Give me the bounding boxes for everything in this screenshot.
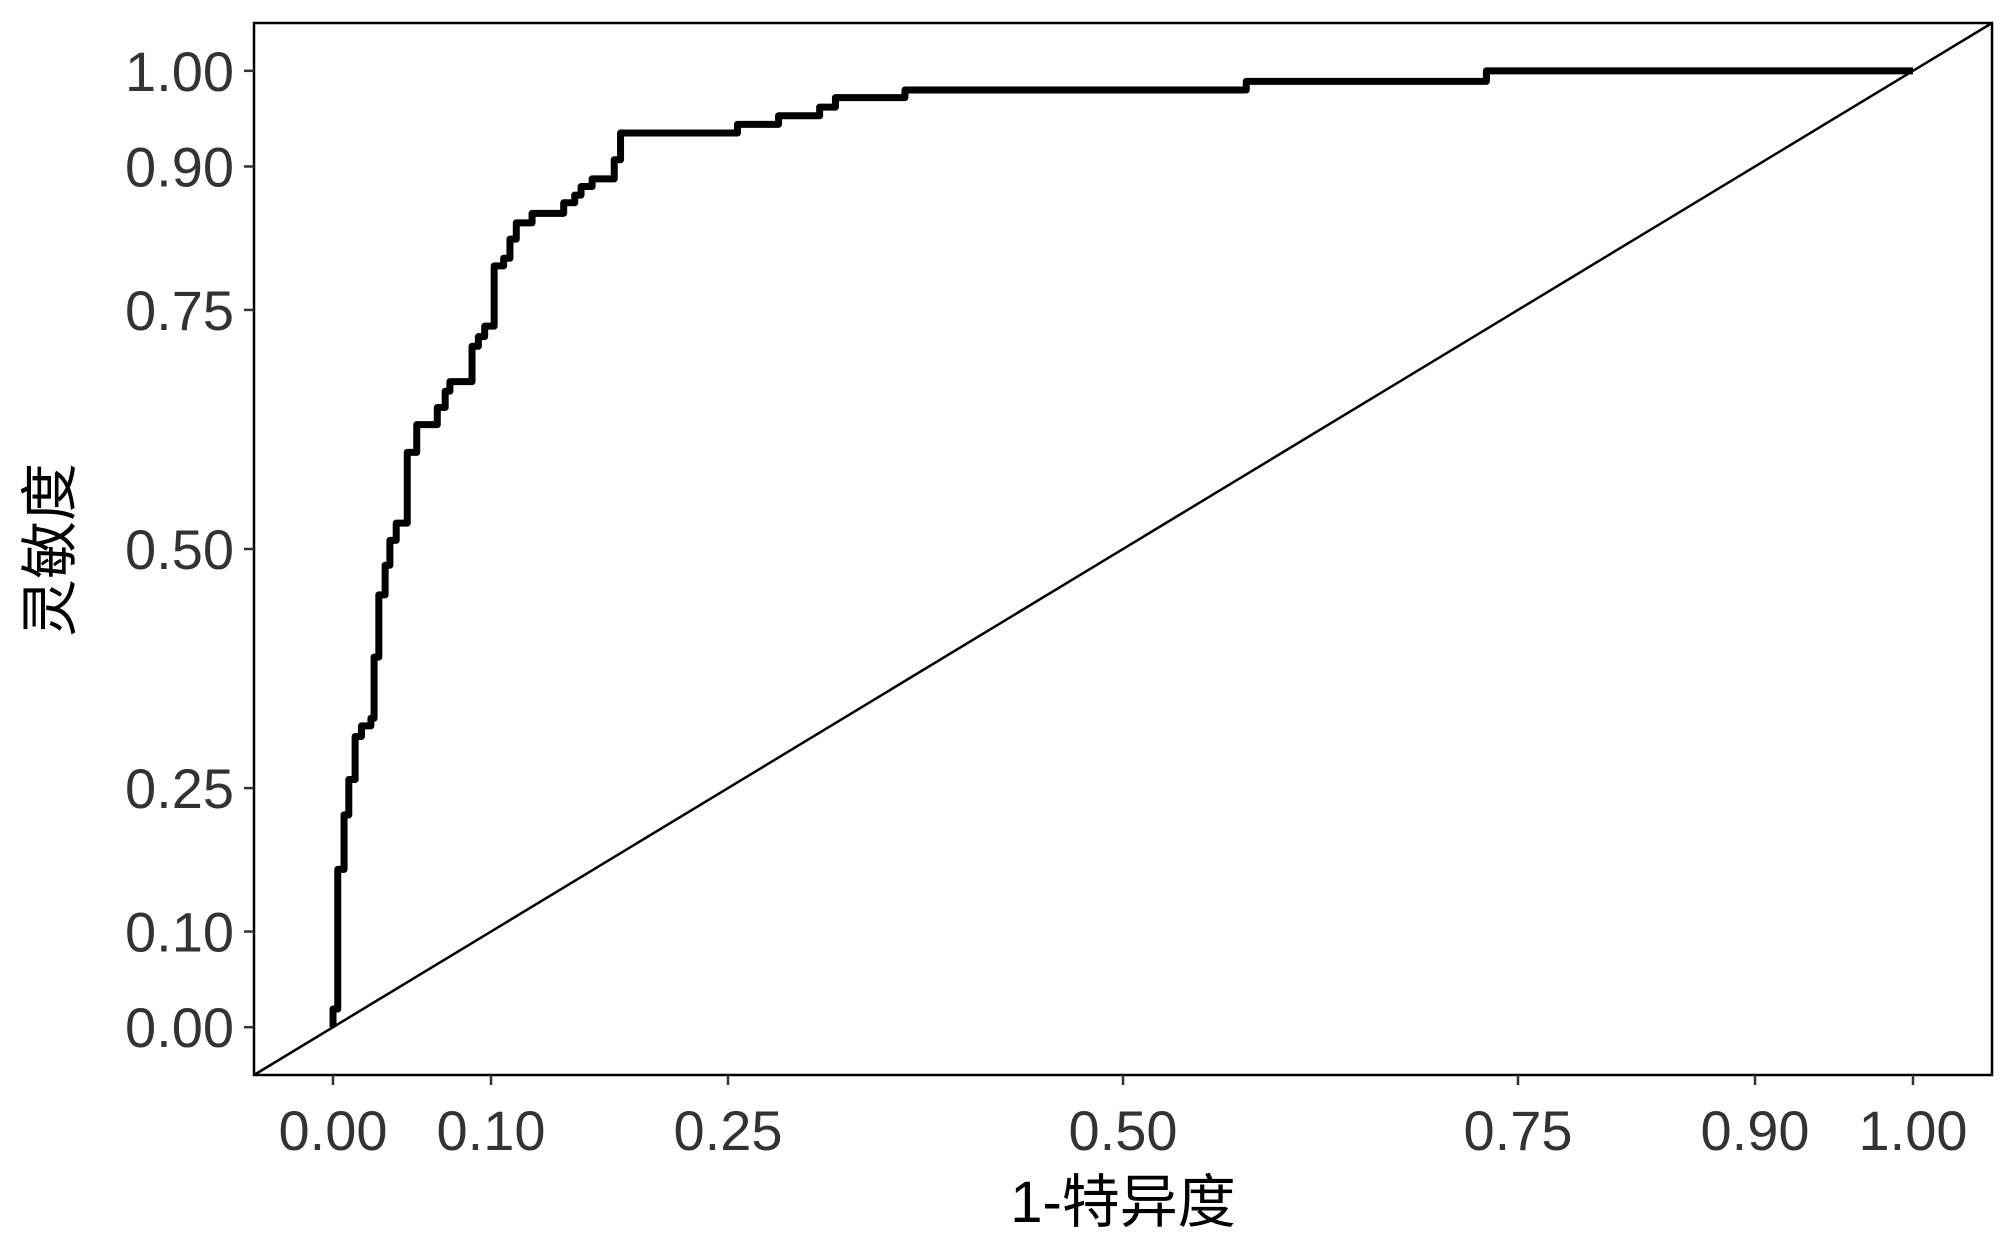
- y-tick-label: 0.00: [125, 996, 234, 1059]
- x-tick-label: 0.00: [279, 1099, 388, 1162]
- x-tick-label: 0.75: [1464, 1099, 1573, 1162]
- x-axis-title: 1-特异度: [1010, 1170, 1236, 1235]
- x-tick-label: 0.50: [1069, 1099, 1178, 1162]
- roc-curve: [329, 67, 1913, 1028]
- reference-diagonal: [253, 21, 1993, 1077]
- y-tick-label: 0.75: [125, 279, 234, 342]
- y-tick-label: 0.90: [125, 135, 234, 198]
- y-tick-label: 0.25: [125, 757, 234, 820]
- x-tick-label: 1.00: [1859, 1099, 1968, 1162]
- x-tick-label: 0.10: [437, 1099, 546, 1162]
- y-tick-label: 0.10: [125, 901, 234, 964]
- x-tick-label: 0.90: [1701, 1099, 1810, 1162]
- y-tick-label: 1.00: [125, 40, 234, 103]
- x-tick-label: 0.25: [674, 1099, 783, 1162]
- y-axis-title: 灵敏度: [18, 463, 83, 637]
- y-tick-label: 0.50: [125, 518, 234, 581]
